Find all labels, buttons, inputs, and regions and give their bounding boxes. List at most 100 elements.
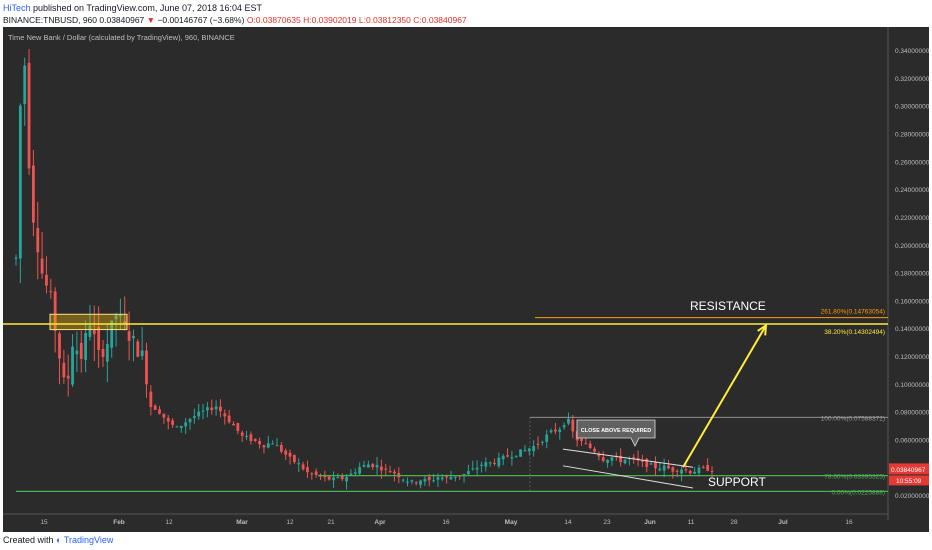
candle-body	[206, 407, 209, 411]
x-tick-label: 16	[845, 519, 853, 526]
candle-body	[419, 480, 422, 485]
candle-body	[375, 464, 379, 468]
candle-body	[258, 440, 261, 445]
last-price: 0.03840967	[99, 15, 145, 25]
candle-body	[623, 459, 627, 464]
candle-body	[519, 449, 522, 457]
x-axis: 15 Feb 12 Mar 12 21 Apr 16 May 14 23 Jun 11 28 Jul 16	[40, 519, 853, 526]
candle-body	[184, 422, 188, 427]
candle-body	[27, 62, 31, 169]
candle-body	[658, 468, 662, 471]
candle-body	[384, 468, 388, 470]
candle-body	[171, 420, 174, 425]
candle-body	[201, 410, 205, 412]
candle-body	[527, 448, 531, 452]
arrow-head-icon	[757, 323, 768, 336]
channel-lower-line	[562, 465, 694, 489]
candle-body	[393, 471, 396, 474]
candle-body	[619, 455, 623, 463]
chart-background	[3, 27, 929, 532]
candle-body	[475, 467, 479, 470]
candle-body	[554, 429, 557, 432]
candle-body	[310, 473, 314, 475]
candle-body	[40, 258, 44, 274]
candle-body	[53, 291, 57, 332]
candle-body	[371, 463, 375, 468]
x-tick-label: 16	[442, 519, 450, 526]
y-tick-label: 0.26000000	[895, 159, 930, 166]
y-tick-label: 0.12000000	[895, 354, 930, 361]
candle-body	[266, 443, 270, 448]
x-tick-label: 21	[327, 519, 335, 526]
candle-body	[414, 482, 418, 484]
candle-body	[584, 443, 588, 445]
y-tick-label: 0.02000000	[895, 493, 930, 500]
candle-body	[71, 346, 74, 385]
candle-body	[340, 475, 344, 480]
x-tick-label: 14	[564, 519, 572, 526]
candle-body	[680, 469, 683, 474]
candle-body	[62, 362, 66, 378]
candle-body	[436, 477, 440, 480]
y-tick-label: 0.22000000	[895, 215, 930, 222]
candle-body	[540, 441, 544, 443]
down-arrow-icon: ▼	[146, 15, 156, 25]
candle-body	[214, 406, 218, 410]
fib-label: 0.00%(0.0225888)	[832, 489, 886, 496]
candle-body	[558, 429, 562, 432]
candle-body	[105, 343, 109, 362]
candle-body	[262, 445, 266, 448]
candle-body	[532, 446, 536, 451]
candle-body	[327, 476, 331, 480]
candle-body	[179, 426, 183, 428]
candle-body	[401, 479, 405, 481]
candle-body	[654, 461, 657, 469]
candle-body	[493, 462, 496, 464]
candle-body	[110, 320, 114, 348]
author-link[interactable]: HiTech	[3, 3, 31, 13]
candle-body	[36, 228, 40, 253]
candle-body	[632, 457, 636, 459]
resistance-zone-box	[49, 313, 128, 331]
tradingview-link[interactable]: TradingView	[63, 535, 114, 545]
candle-body	[210, 407, 214, 411]
candle-body	[506, 455, 509, 457]
candle-body	[345, 476, 348, 482]
candle-body	[649, 463, 653, 465]
x-tick-label: Apr	[374, 519, 386, 526]
candle-body	[119, 315, 122, 317]
symbol-info: BINANCE:TNBUSD, 960 0.03840967 ▼ −0.0014…	[3, 15, 467, 25]
candle-body	[501, 455, 505, 460]
publish-info: HiTech published on TradingView.com, Jun…	[3, 3, 262, 13]
candle-body	[445, 476, 449, 478]
candle-body	[510, 457, 514, 459]
x-tick-label: Jun	[644, 519, 656, 526]
candle-body	[219, 406, 222, 412]
candle-body	[84, 332, 87, 360]
ohlc-open: O:0.03870635	[246, 15, 301, 25]
candle-body	[293, 455, 296, 463]
candle-body	[697, 467, 701, 474]
candle-body	[114, 315, 118, 320]
fib-label: 261.80%(0.14763054)	[821, 309, 885, 316]
candle-body	[123, 321, 127, 324]
candle-body	[453, 476, 457, 478]
candle-body	[275, 445, 279, 447]
fib-label: 78.60%(0.03395325)	[824, 474, 885, 481]
ohlc-close: C:0.03840967	[413, 15, 467, 25]
candle-body	[158, 409, 161, 414]
candle-body	[523, 450, 527, 452]
candle-body	[284, 450, 288, 455]
symbol-label: BINANCE:TNBUSD, 960	[3, 15, 97, 25]
candle-body	[162, 413, 166, 418]
candle-body	[140, 350, 144, 357]
candle-body	[606, 459, 609, 463]
candle-body	[497, 457, 501, 467]
candle-body	[145, 350, 148, 385]
y-tick-label: 0.14000000	[895, 326, 930, 333]
candle-body	[301, 464, 305, 470]
resistance-label: RESISTANCE	[690, 299, 766, 313]
candle-body	[236, 423, 240, 431]
callout-text: CLOSE ABOVE REQUIRED	[581, 428, 651, 434]
